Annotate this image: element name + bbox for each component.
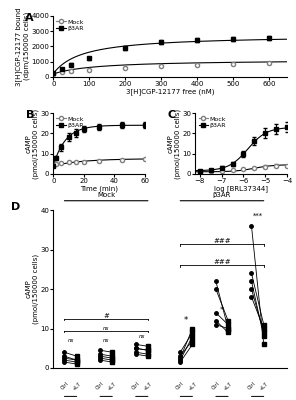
Text: Ctrl: Ctrl bbox=[247, 381, 256, 390]
Text: ns: ns bbox=[103, 326, 109, 331]
Text: ###: ### bbox=[213, 238, 231, 244]
Text: +L7: +L7 bbox=[143, 381, 153, 391]
Text: +L7: +L7 bbox=[71, 381, 82, 391]
Text: β3AR: β3AR bbox=[213, 192, 231, 198]
Text: ns: ns bbox=[139, 334, 145, 340]
Text: *: * bbox=[220, 306, 224, 315]
Y-axis label: cAMP
(pmol/150000 cells): cAMP (pmol/150000 cells) bbox=[167, 108, 181, 178]
Text: Ctrl: Ctrl bbox=[211, 381, 221, 390]
Text: #: # bbox=[103, 313, 109, 319]
Text: +L7: +L7 bbox=[258, 381, 269, 391]
Y-axis label: 3[H]CGP-12177 bound
(dpm/150000 cells): 3[H]CGP-12177 bound (dpm/150000 cells) bbox=[15, 7, 30, 86]
X-axis label: log [BRL37344]: log [BRL37344] bbox=[214, 185, 268, 192]
Text: Ctrl: Ctrl bbox=[95, 381, 105, 390]
Y-axis label: cAMP
(pmol/150000 cells): cAMP (pmol/150000 cells) bbox=[25, 108, 39, 178]
Legend: Mock, β3AR: Mock, β3AR bbox=[57, 116, 84, 128]
Text: ***: *** bbox=[252, 213, 263, 219]
Text: ns: ns bbox=[67, 338, 74, 343]
Text: ns: ns bbox=[103, 338, 109, 343]
Y-axis label: cAMP
(pmol/150000 cells): cAMP (pmol/150000 cells) bbox=[25, 254, 39, 324]
Legend: Mock, β3AR: Mock, β3AR bbox=[57, 19, 84, 31]
Text: Mock: Mock bbox=[97, 192, 115, 198]
Text: +L7: +L7 bbox=[223, 381, 234, 391]
Text: C: C bbox=[168, 110, 176, 120]
Text: Ctrl: Ctrl bbox=[175, 381, 185, 390]
Text: *: * bbox=[184, 316, 189, 325]
Text: +L7: +L7 bbox=[187, 381, 198, 391]
Text: D: D bbox=[11, 202, 20, 212]
Text: ###: ### bbox=[213, 259, 231, 265]
Text: Ctrl: Ctrl bbox=[59, 381, 69, 390]
Text: +L7: +L7 bbox=[107, 381, 118, 391]
Legend: Mock, β3AR: Mock, β3AR bbox=[199, 116, 226, 128]
Text: A: A bbox=[25, 13, 34, 23]
Text: Ctrl: Ctrl bbox=[131, 381, 141, 390]
X-axis label: 3[H]CGP-12177 free (nM): 3[H]CGP-12177 free (nM) bbox=[126, 88, 214, 95]
X-axis label: Time (min): Time (min) bbox=[80, 185, 118, 192]
Text: B: B bbox=[26, 110, 34, 120]
